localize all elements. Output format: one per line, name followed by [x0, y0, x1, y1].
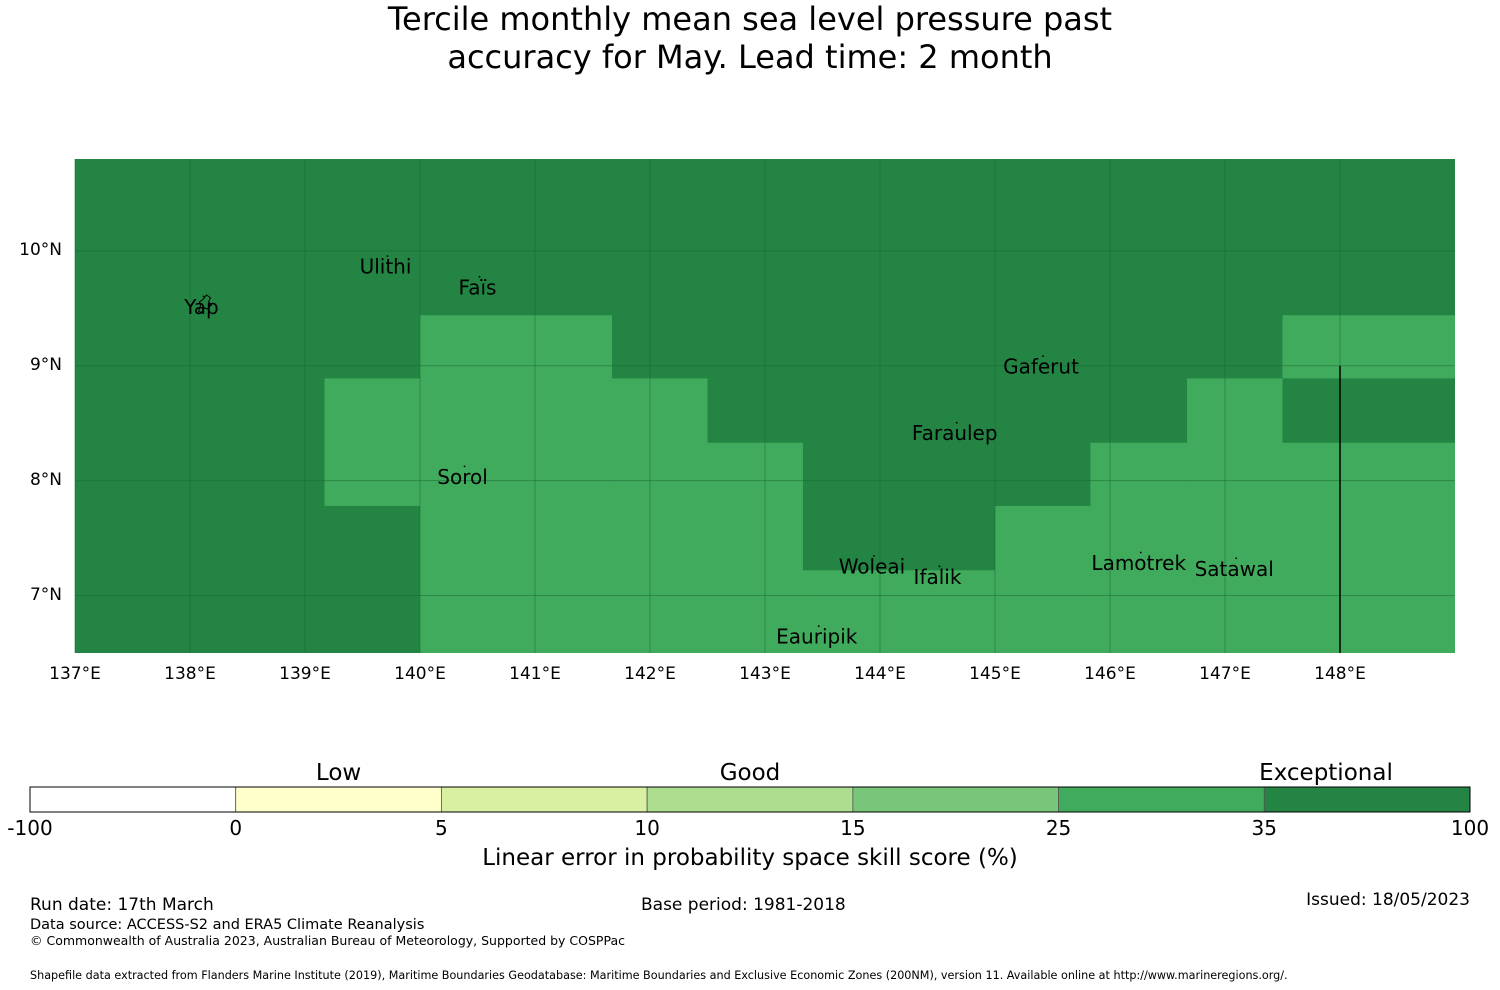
- island-marker: [1235, 557, 1238, 560]
- skill-cell-good: [802, 570, 995, 653]
- longitude-label: 140°E: [394, 664, 446, 684]
- base-period: Base period: 1981-2018: [641, 895, 846, 915]
- title-line-2: accuracy for May. Lead time: 2 month: [447, 38, 1053, 76]
- colorbar-segment: [852, 786, 1059, 813]
- skill-cell-good: [1090, 442, 1188, 653]
- latitude-label: 9°N: [29, 354, 62, 375]
- longitude-label: 137°E: [49, 664, 101, 684]
- data-source: Data source: ACCESS-S2 and ERA5 Climate …: [30, 917, 425, 933]
- colorbar-tick-label: 35: [1251, 816, 1278, 840]
- longitude-label: 147°E: [1199, 664, 1251, 684]
- longitude-label: 143°E: [739, 664, 791, 684]
- colorbar-segment: [646, 786, 854, 813]
- colorbar-category-label: Exceptional: [1259, 760, 1393, 786]
- place-label: Eauripik: [776, 625, 858, 649]
- colorbar-segment: [1263, 786, 1471, 813]
- island-marker: [1139, 551, 1142, 554]
- colorbar-category-label: Good: [719, 760, 781, 786]
- colorbar-category-label: Low: [315, 760, 362, 786]
- longitude-label: 146°E: [1084, 664, 1136, 684]
- place-label: Ulithi: [360, 255, 412, 279]
- colorbar-segment: [235, 786, 442, 813]
- place-label: Faïs: [459, 275, 497, 299]
- issued-date: Issued: 18/05/2023: [1306, 890, 1470, 910]
- island-marker: [202, 295, 205, 298]
- longitude-label: 139°E: [279, 664, 331, 684]
- yap-island-outline: [197, 294, 213, 314]
- longitude-label: 144°E: [854, 664, 906, 684]
- island-marker: [386, 255, 389, 258]
- longitude-label: 145°E: [969, 664, 1021, 684]
- island-marker: [873, 555, 875, 557]
- place-label: Faraulep: [912, 421, 998, 445]
- longitude-label: 148°E: [1314, 664, 1366, 684]
- colorbar-tick-label: 25: [1045, 816, 1072, 840]
- colorbar-tick-label: -100: [7, 816, 53, 840]
- map-title: Tercile monthly mean sea level pressure …: [0, 0, 1500, 76]
- latitude-label: 7°N: [29, 584, 62, 605]
- skill-cell-good: [612, 378, 708, 653]
- copyright-notice: © Commonwealth of Australia 2023, Austra…: [30, 933, 625, 948]
- colorbar-tick-label: 100: [1450, 816, 1490, 840]
- longitude-label: 138°E: [164, 664, 216, 684]
- colorbar-tick-label: 10: [634, 816, 660, 840]
- place-label: Sorol: [437, 465, 488, 489]
- place-label: Ifalik: [914, 565, 962, 589]
- run-date: Run date: 17th March: [30, 895, 214, 915]
- colorbar-axis-label: Linear error in probability space skill …: [482, 845, 1018, 871]
- island-marker: [938, 565, 941, 568]
- skill-cell-good: [420, 315, 613, 653]
- island-marker: [1042, 355, 1044, 357]
- island-marker: [955, 421, 958, 424]
- skill-cell-good: [1282, 442, 1455, 653]
- place-label: Satawal: [1195, 557, 1274, 581]
- colorbar-frame: [29, 786, 1471, 813]
- latitude-label: 8°N: [29, 469, 62, 490]
- latitude-label: 10°N: [19, 239, 62, 260]
- colorbar-segment: [1058, 786, 1265, 813]
- place-label: Lamotrek: [1091, 551, 1186, 575]
- place-label: Gaferut: [1003, 355, 1079, 379]
- title-line-1: Tercile monthly mean sea level pressure …: [387, 0, 1113, 38]
- longitude-label: 142°E: [624, 664, 676, 684]
- colorbar-segment: [29, 786, 237, 813]
- island-marker: [817, 625, 820, 627]
- skill-cell-good: [324, 378, 420, 506]
- colorbar-segment: [441, 786, 648, 813]
- colorbar-tick-label: 5: [435, 816, 448, 840]
- colorbar-tick-label: 0: [229, 816, 243, 840]
- skill-cell-good: [1282, 315, 1455, 379]
- place-label: Yap: [183, 295, 218, 319]
- colorbar-tick-label: 15: [840, 816, 866, 840]
- place-label: Woleai: [839, 554, 906, 578]
- skill-cell-good: [707, 442, 803, 653]
- longitude-label: 141°E: [509, 664, 561, 684]
- skill-cell-good: [995, 505, 1091, 653]
- skill-cell-good: [1187, 378, 1283, 653]
- island-marker: [463, 465, 466, 468]
- shapefile-credit: Shapefile data extracted from Flanders M…: [30, 969, 1288, 982]
- island-marker: [478, 275, 481, 278]
